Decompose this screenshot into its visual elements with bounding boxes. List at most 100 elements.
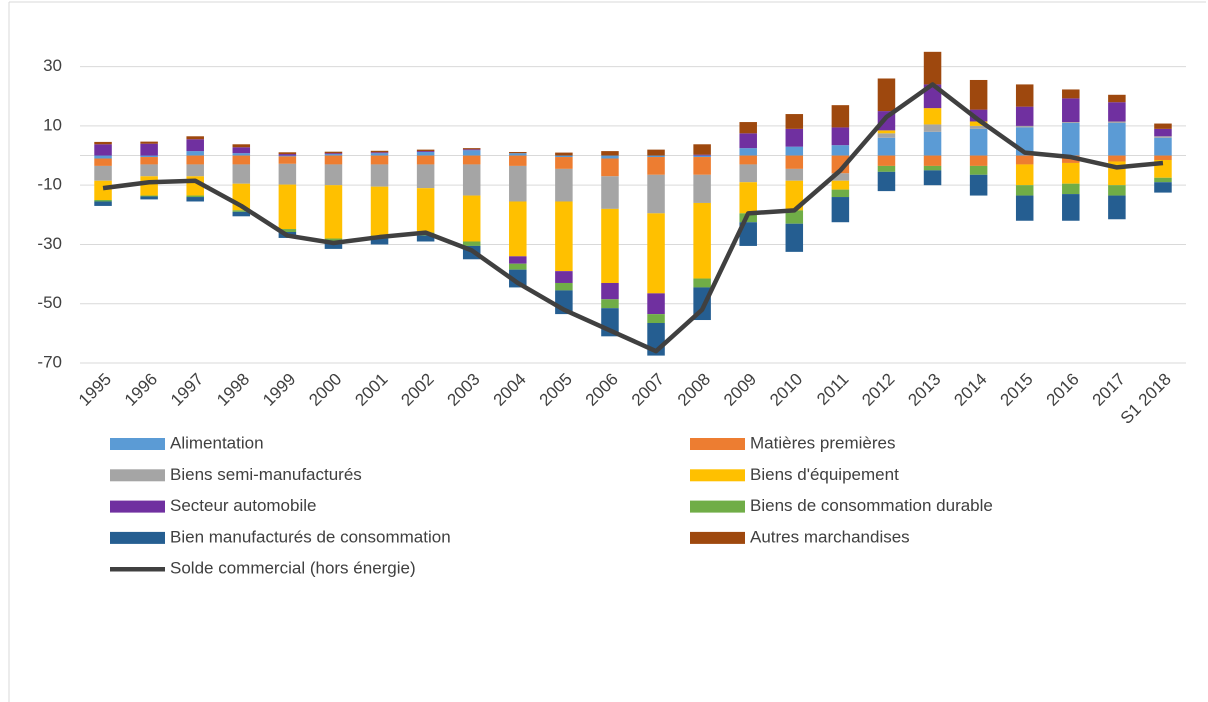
bar-segment — [140, 195, 158, 197]
bar-segment — [416, 151, 435, 156]
bar-segment — [877, 155, 896, 166]
bar-segment — [647, 314, 665, 323]
bar-segment — [555, 152, 573, 156]
bar-segment — [877, 133, 896, 138]
line-series — [102, 82, 1164, 354]
bar-segment — [186, 164, 204, 177]
bar-segment — [140, 196, 158, 200]
bar-segment — [232, 144, 251, 148]
legend-label: Solde commercial (hors énergie) — [170, 559, 416, 578]
bar-segment — [1108, 102, 1126, 122]
bar-segment — [969, 128, 988, 156]
bar-segment — [923, 51, 942, 85]
bar-segment — [1108, 195, 1126, 220]
x-tick-label: 1997 — [167, 370, 207, 410]
bar-segment — [186, 197, 204, 202]
bar-segment — [324, 155, 343, 165]
bar-segment — [923, 131, 942, 156]
bar-segment — [509, 263, 527, 270]
y-tick-label: 30 — [43, 56, 62, 75]
legend-label: Biens d'équipement — [750, 465, 899, 484]
bar-segment — [693, 202, 711, 279]
bar-segment — [831, 155, 850, 174]
bar-segment — [739, 182, 757, 214]
bar-segment — [647, 155, 665, 158]
bar-segment — [831, 105, 850, 128]
bar-segment — [186, 139, 204, 152]
x-tick-label: 2016 — [1043, 370, 1083, 410]
bar-segment — [739, 155, 757, 165]
bar-segment — [831, 145, 850, 156]
bar-segment — [969, 79, 988, 110]
bar-segment — [785, 128, 804, 147]
x-tick-label: 2012 — [858, 370, 898, 410]
legend-label: Biens de consommation durable — [750, 496, 993, 515]
bar-segment — [232, 153, 251, 156]
bar-segment — [140, 155, 158, 158]
legend-label: Autres marchandises — [750, 527, 910, 546]
bar-segment — [555, 201, 573, 272]
bar-segment — [785, 210, 804, 224]
bar-segment — [969, 125, 988, 129]
bar-segment — [416, 155, 435, 165]
bar-segment — [416, 151, 435, 152]
bar-segment — [1154, 155, 1172, 160]
bar-segment — [509, 201, 527, 257]
bar-segment — [647, 149, 665, 156]
bar-segment — [94, 165, 112, 181]
bar-segment — [140, 143, 158, 156]
bar-segment — [969, 165, 988, 175]
bar-segment — [1015, 185, 1034, 196]
bar-segment — [1062, 183, 1080, 195]
bar-segment — [555, 271, 573, 283]
bar-segment — [877, 171, 896, 192]
legend-swatch — [690, 469, 745, 482]
bar-segment — [370, 155, 389, 165]
bar-segment — [693, 144, 711, 155]
bar-segment — [370, 153, 389, 156]
bar-segment — [1154, 136, 1172, 138]
bar-segment — [1015, 195, 1034, 221]
bar-segment — [739, 133, 757, 149]
bar-segment — [278, 152, 297, 155]
bar-segment — [693, 154, 711, 156]
bar-segment — [186, 195, 204, 198]
bar-segment — [1062, 162, 1080, 184]
x-tick-label: 2002 — [397, 370, 437, 410]
x-tick-label: 2003 — [444, 370, 484, 410]
x-tick-label: 2008 — [674, 370, 714, 410]
bar-segment — [509, 165, 527, 202]
bar-segment — [462, 195, 481, 242]
bar-segment — [94, 158, 112, 166]
bar-segment — [1062, 89, 1080, 99]
bar-segment — [1062, 98, 1080, 123]
bar-segment — [278, 155, 297, 157]
bar-segment — [831, 197, 850, 223]
bar-segment — [785, 114, 804, 129]
bar-segment — [509, 155, 527, 166]
bar-segment — [94, 200, 112, 202]
y-tick-label: -50 — [37, 293, 62, 312]
bar-segment — [969, 109, 988, 122]
x-tick-label: 2010 — [766, 370, 806, 410]
bar-segment — [647, 174, 665, 214]
bar-segment — [94, 144, 112, 156]
legend-swatch — [690, 500, 745, 513]
legend-label: Alimentation — [170, 433, 264, 452]
x-tick-label: 2005 — [536, 370, 576, 410]
bar-segment — [555, 155, 573, 158]
bar-segment — [1062, 194, 1080, 221]
bar-segment — [1015, 155, 1034, 165]
x-tick-label: 2007 — [628, 370, 668, 410]
bar-segment — [370, 238, 389, 245]
bar-segment — [140, 141, 158, 144]
bar-segment — [94, 141, 112, 145]
bar-segment — [1015, 164, 1034, 186]
legend-swatch — [110, 438, 165, 450]
bar-segment — [186, 155, 204, 165]
bar-segment — [1154, 182, 1172, 193]
bar-segment — [324, 185, 343, 239]
bar-segment — [647, 213, 665, 294]
bar-segment — [324, 164, 343, 186]
bar-segment — [324, 153, 343, 155]
